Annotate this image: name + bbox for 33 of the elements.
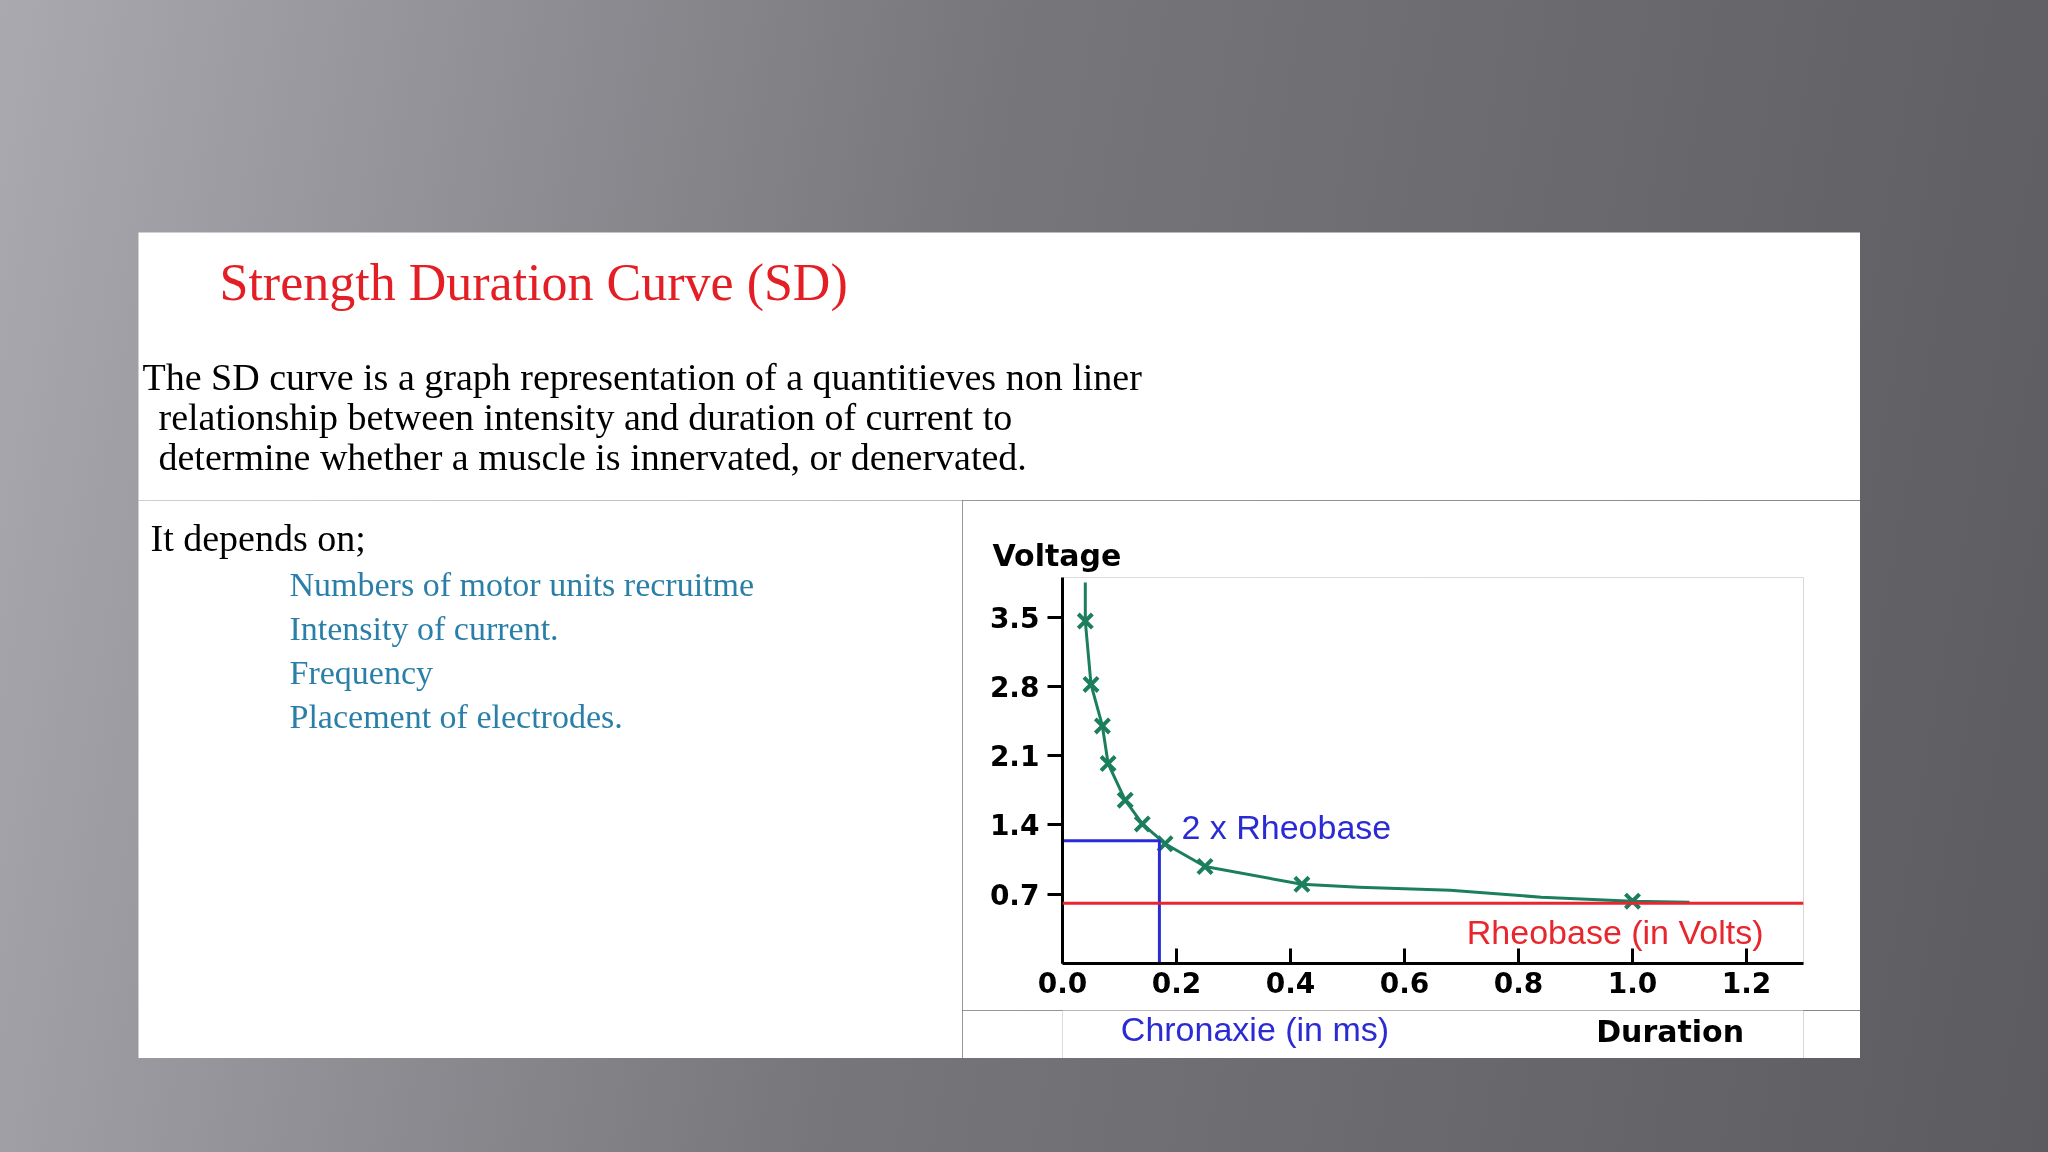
ref-line-label: Rheobase (in Volts) (1466, 913, 1764, 952)
x-tick-label: 0.0 (1037, 966, 1088, 1000)
x-tick-label: 0.6 (1379, 966, 1430, 1000)
y-tick-label: 0.7 (989, 878, 1040, 912)
point (1133, 814, 1152, 834)
point (1156, 834, 1175, 853)
x-tick-label: 1.2 (1721, 966, 1772, 1000)
y-axis-title: Voltage (992, 537, 1122, 573)
point (1093, 716, 1112, 736)
y-tick-label: 2.8 (989, 670, 1040, 704)
y-tick-label: 3.5 (989, 601, 1040, 635)
point (1195, 857, 1215, 876)
x-axis-title: Duration (1596, 1014, 1745, 1049)
annotation: Chronaxie (in ms) (1120, 1009, 1390, 1048)
point (1099, 754, 1118, 773)
text: Intensity of current. (289, 610, 559, 647)
text: Strength Duration Curve (SD) (219, 254, 848, 312)
annotation: 2 x Rheobase (1181, 807, 1392, 846)
x-tick-label: 1.0 (1607, 966, 1658, 1000)
x-tick-label: 0.2 (1151, 966, 1202, 1000)
point (1076, 611, 1095, 631)
point (1081, 675, 1101, 694)
x-tick-label: 0.4 (1265, 966, 1316, 1000)
text: Placement of electrodes. (289, 698, 623, 735)
text: Numbers of motor units recruitme (289, 566, 755, 603)
text: It depends on; (150, 516, 366, 559)
text: The SD curve is a graph representation of a quantitieves non liner relationship between intensity and duration of current to determine whether a muscle is innervated, or denervated. (142, 355, 1143, 478)
point (1116, 791, 1135, 810)
text: Frequency (289, 654, 434, 691)
y-tick-label: 1.4 (989, 809, 1040, 843)
point (1292, 875, 1311, 894)
y-tick-label: 2.1 (989, 740, 1040, 774)
x-tick-label: 0.8 (1493, 966, 1544, 1000)
